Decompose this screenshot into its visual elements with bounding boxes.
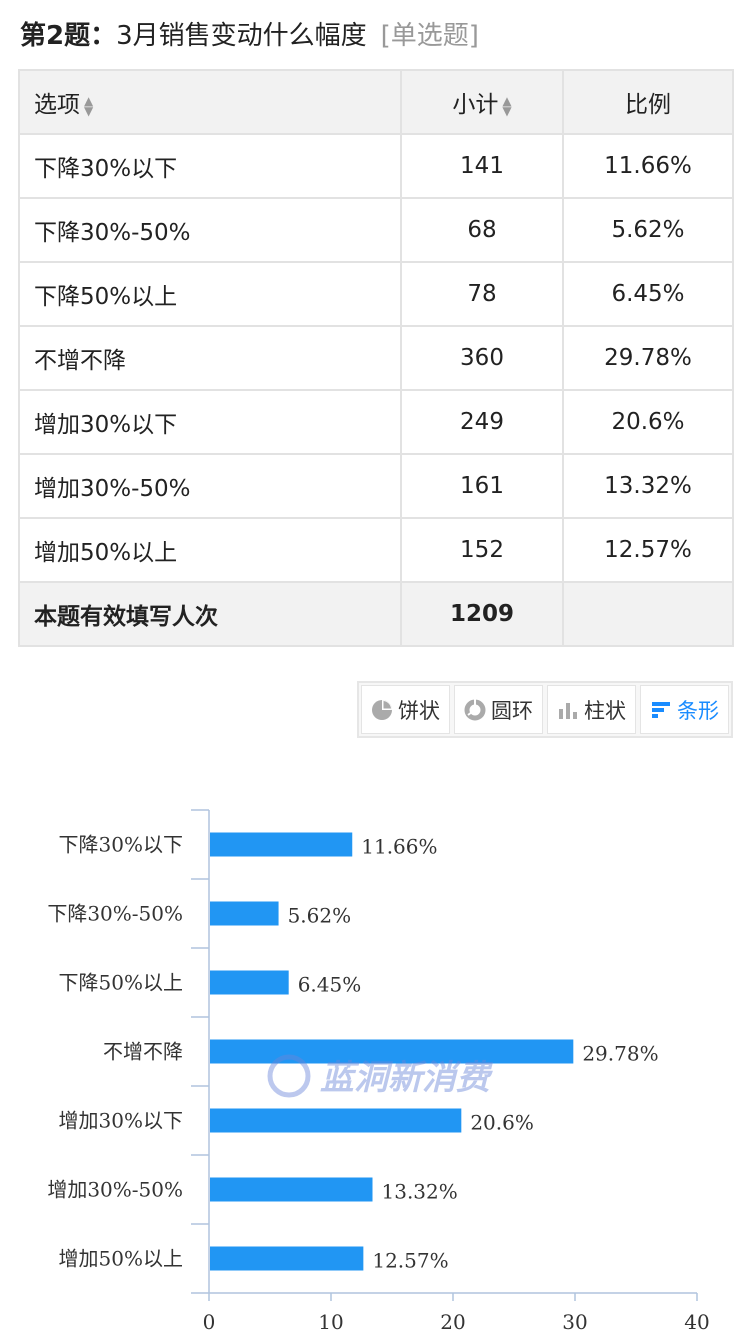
y-tick-label: 不增不降 — [103, 1040, 183, 1064]
data-label: 20.6% — [470, 1111, 534, 1135]
bar — [210, 1177, 373, 1202]
watermark-logo-icon — [267, 1054, 311, 1098]
question-text: 3月销售变动什么幅度 — [116, 21, 367, 51]
x-tick-label: 0 — [203, 1310, 216, 1334]
bar — [210, 832, 353, 857]
y-tick-label: 下降50%以上 — [59, 971, 183, 995]
row-count: 78 — [400, 261, 564, 327]
row-count: 141 — [400, 133, 564, 199]
y-tick-label: 下降30%-50% — [47, 902, 183, 926]
column-chart-button[interactable]: 柱状 — [547, 685, 636, 734]
row-count: 161 — [400, 453, 564, 519]
x-tick-label: 20 — [440, 1310, 465, 1334]
sort-icon[interactable]: ▲ ▼ — [502, 93, 512, 118]
row-percent: 29.78% — [562, 325, 734, 391]
y-tick-label: 增加50%以上 — [59, 1247, 183, 1271]
bar-chart: 0 10 20 30 40 下降30%以下 11.66% 下降30%-50% 5.62% 下降50… — [47, 809, 710, 1334]
header-count[interactable]: 小计 ▲ ▼ — [400, 69, 564, 135]
table-row: 增加30%-50% 161 13.32% — [18, 453, 734, 519]
y-tick-label: 下降30%以下 — [59, 833, 183, 857]
row-option: 下降30%-50% — [18, 197, 402, 263]
x-tick-label: 40 — [684, 1310, 709, 1334]
ring-chart-button[interactable]: 圆环 — [454, 685, 543, 734]
bar-chart-button[interactable]: 条形 — [640, 685, 729, 734]
data-label: 12.57% — [372, 1249, 448, 1273]
bar — [210, 901, 279, 926]
header-percent: 比例 — [562, 69, 734, 135]
bar — [210, 970, 289, 995]
row-percent: 20.6% — [562, 389, 734, 455]
row-option: 增加30%-50% — [18, 453, 402, 519]
pie-chart-button[interactable]: 饼状 — [361, 685, 450, 734]
row-option: 下降50%以上 — [18, 261, 402, 327]
table-row: 下降30%以下 141 11.66% — [18, 133, 734, 199]
y-tick-label: 增加30%以下 — [59, 1109, 183, 1133]
data-label: 13.32% — [382, 1180, 458, 1204]
bar — [210, 1246, 364, 1271]
table-row: 增加30%以下 249 20.6% — [18, 389, 734, 455]
question-title: 第2题：3月销售变动什么幅度 [单选题] — [20, 14, 479, 58]
data-label: 11.66% — [361, 835, 437, 859]
y-tick-label: 增加30%-50% — [47, 1178, 183, 1202]
column-chart-icon — [559, 702, 577, 719]
bar — [210, 1108, 462, 1133]
data-label: 5.62% — [288, 904, 352, 928]
row-percent: 11.66% — [562, 133, 734, 199]
table-header-row: 选项 ▲ ▼ 小计 ▲ ▼ 比例 — [18, 69, 734, 135]
total-label: 本题有效填写人次 — [18, 581, 402, 647]
row-percent: 5.62% — [562, 197, 734, 263]
data-label: 29.78% — [582, 1042, 658, 1066]
total-count: 1209 — [400, 581, 564, 647]
watermark: 蓝洞新消费 — [320, 1058, 493, 1098]
header-option[interactable]: 选项 ▲ ▼ — [18, 69, 402, 135]
question-type: [单选题] — [380, 21, 479, 51]
row-count: 249 — [400, 389, 564, 455]
pie-chart-icon — [372, 699, 392, 720]
x-tick-label: 10 — [318, 1310, 343, 1334]
chart-type-switcher: 饼状 圆环 柱状 条形 — [357, 681, 733, 738]
row-count: 68 — [400, 197, 564, 263]
row-percent: 13.32% — [562, 453, 734, 519]
row-option: 增加50%以上 — [18, 517, 402, 583]
table-row: 不增不降 360 29.78% — [18, 325, 734, 391]
table-row: 增加50%以上 152 12.57% — [18, 517, 734, 583]
total-percent — [562, 581, 734, 647]
bar-chart-icon — [652, 701, 670, 718]
row-option: 不增不降 — [18, 325, 402, 391]
row-count: 360 — [400, 325, 564, 391]
total-row: 本题有效填写人次 1209 — [18, 581, 734, 647]
row-percent: 12.57% — [562, 517, 734, 583]
ring-chart-icon — [464, 698, 486, 720]
bar — [210, 1039, 574, 1064]
row-option: 增加30%以下 — [18, 389, 402, 455]
data-label: 6.45% — [298, 973, 362, 997]
x-tick-label: 30 — [562, 1310, 587, 1334]
row-percent: 6.45% — [562, 261, 734, 327]
results-table: 选项 ▲ ▼ 小计 ▲ ▼ 比例 下降30%以下 141 11.66% 下降30%-50% 6… — [18, 69, 734, 647]
row-option: 下降30%以下 — [18, 133, 402, 199]
row-count: 152 — [400, 517, 564, 583]
sort-icon[interactable]: ▲ ▼ — [84, 93, 94, 118]
table-row: 下降50%以上 78 6.45% — [18, 261, 734, 327]
question-number: 第2题： — [20, 21, 117, 51]
table-row: 下降30%-50% 68 5.62% — [18, 197, 734, 263]
